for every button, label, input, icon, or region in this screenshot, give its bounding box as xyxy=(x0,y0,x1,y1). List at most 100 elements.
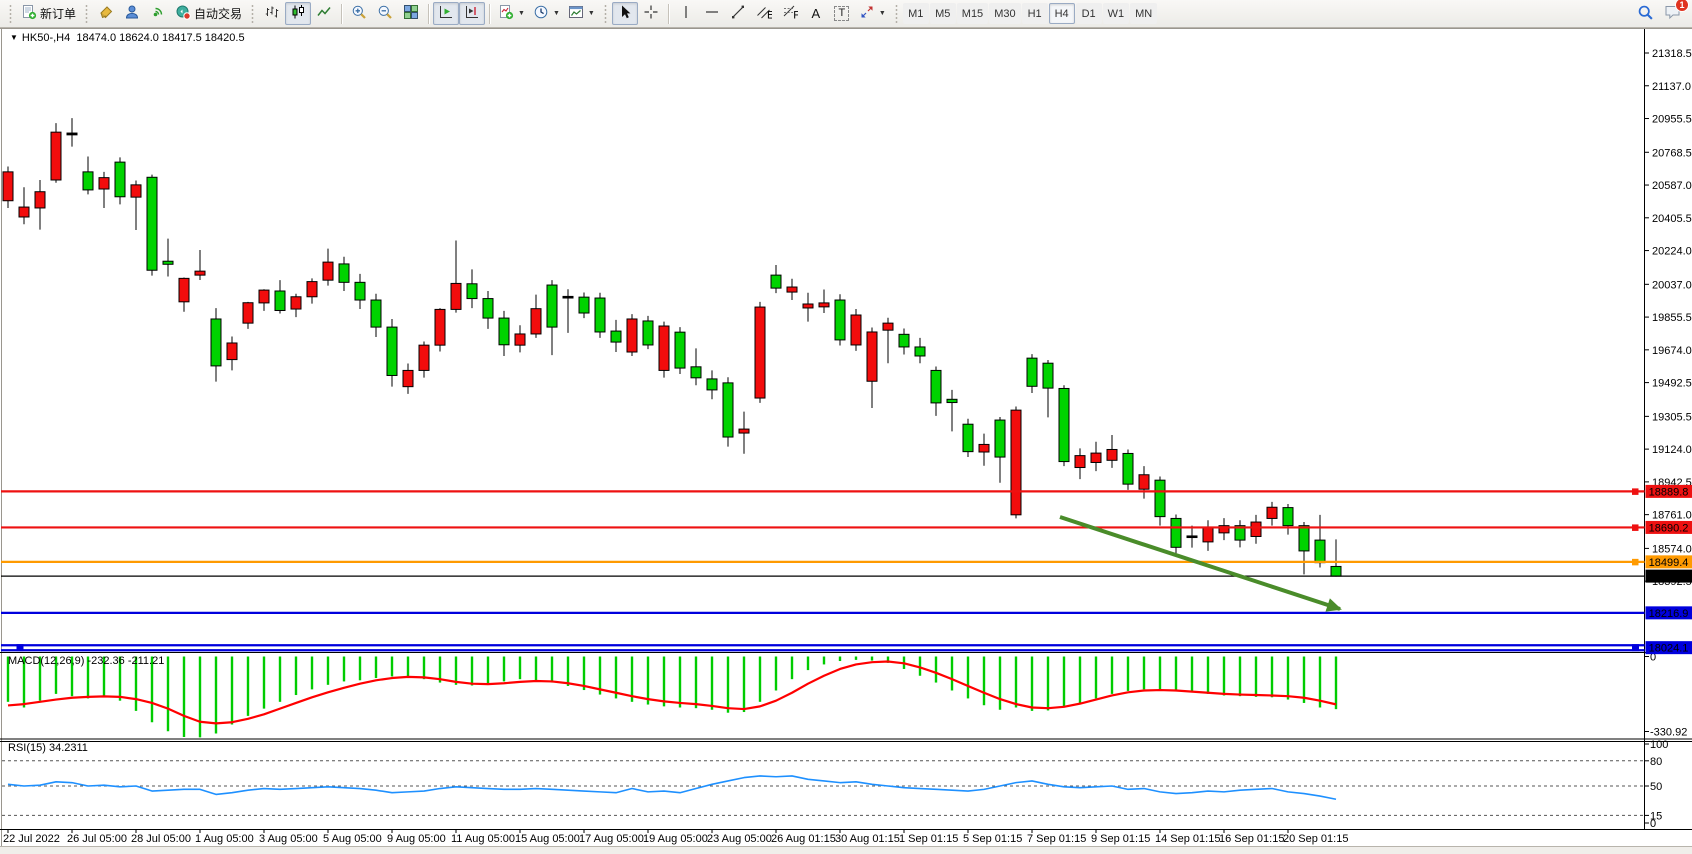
indicators-add-icon xyxy=(498,4,514,23)
channel-tool-button[interactable]: E xyxy=(751,2,777,25)
toolbar-grip[interactable] xyxy=(893,3,899,24)
candlestick-mode-button[interactable] xyxy=(285,2,312,25)
candle-body xyxy=(594,297,606,333)
auto-scroll-button[interactable] xyxy=(433,2,460,25)
horizontal-line-tool-button[interactable] xyxy=(699,2,725,25)
price-axis-tick-label: 20955.5 xyxy=(1652,114,1692,126)
price-flag xyxy=(1645,520,1692,534)
time-axis-label: 26 Aug 01:15 xyxy=(771,833,836,845)
line-chart-mode-button[interactable] xyxy=(311,2,337,25)
templates-button[interactable]: ▼ xyxy=(564,2,599,25)
styler-button[interactable] xyxy=(93,2,119,25)
zoom-out-button[interactable] xyxy=(372,2,398,25)
time-axis-label: 11 Aug 05:00 xyxy=(451,833,515,845)
text-tool-button[interactable]: A xyxy=(803,2,829,25)
timeframe-button-M5[interactable]: M5 xyxy=(929,3,956,24)
timeframe-button-M30[interactable]: M30 xyxy=(989,3,1021,24)
hline-selection-handle[interactable] xyxy=(1632,644,1639,652)
price-flag-label: 18024.1 xyxy=(1649,643,1689,655)
indicators-button[interactable]: ▼ xyxy=(494,2,529,25)
candle-body xyxy=(1330,565,1342,577)
macd-axis-tick-label: -330.92 xyxy=(1650,727,1687,739)
timeframe-button-D1[interactable]: D1 xyxy=(1075,3,1102,24)
new-order-button[interactable]: 新订单 xyxy=(17,2,80,25)
candle-body xyxy=(914,346,926,357)
zoom-in-button[interactable] xyxy=(346,2,372,25)
chart-shift-icon xyxy=(464,4,480,23)
zoom-in-icon xyxy=(351,4,367,23)
price-axis-tick-label: 20037.0 xyxy=(1652,279,1692,291)
toolbar-grip[interactable] xyxy=(602,3,608,24)
candle-body xyxy=(226,342,238,361)
hline-selection-handle[interactable] xyxy=(16,644,24,652)
time-axis-label: 16 Sep 01:15 xyxy=(1219,833,1284,845)
candle-body xyxy=(450,282,462,310)
tile-windows-button[interactable] xyxy=(398,2,424,25)
candle-body xyxy=(386,326,398,376)
price-axis-tick-label: 19855.5 xyxy=(1652,312,1692,324)
candle-body xyxy=(290,296,302,310)
toolbar-grip[interactable] xyxy=(84,3,90,24)
candle-body xyxy=(850,314,862,346)
toolbar-grip[interactable] xyxy=(250,3,256,24)
time-axis-label: 17 Aug 05:00 xyxy=(579,833,644,845)
candle-body xyxy=(1026,357,1038,387)
timeframe-button-H1[interactable]: H1 xyxy=(1021,3,1048,24)
candle-body xyxy=(802,303,814,309)
candle-body xyxy=(1154,479,1166,518)
toolbar-grip[interactable] xyxy=(8,3,13,24)
timeframe-button-MN[interactable]: MN xyxy=(1130,3,1158,24)
candle-body xyxy=(50,131,62,181)
price-axis-tick-label: 20405.5 xyxy=(1652,213,1692,225)
candle-body xyxy=(1138,474,1150,490)
cursor-tool-button[interactable] xyxy=(611,2,638,25)
clock-icon xyxy=(533,4,549,23)
price-flag xyxy=(1645,569,1692,583)
candle-body xyxy=(530,308,542,335)
notifications-button[interactable]: 1 xyxy=(1664,0,1689,25)
candle-body xyxy=(786,286,798,293)
timeframe-button-H4[interactable]: H4 xyxy=(1048,3,1075,24)
arrows-tool-button[interactable]: ▼ xyxy=(855,2,890,25)
time-axis-label: 7 Sep 01:15 xyxy=(1027,833,1086,845)
toolbar-right-group: 1 xyxy=(1632,0,1689,25)
candle-body xyxy=(1218,525,1230,534)
search-button[interactable] xyxy=(1632,2,1658,25)
candle-body xyxy=(834,299,846,341)
timeframe-button-M15[interactable]: M15 xyxy=(956,3,989,24)
profile-icon xyxy=(124,4,140,23)
macd-axis-tick-label: 0 xyxy=(1650,652,1656,664)
trend-arrow-object[interactable] xyxy=(1059,515,1342,612)
timeframe-button-W1[interactable]: W1 xyxy=(1102,3,1130,24)
dropdown-caret: ▼ xyxy=(878,10,886,17)
auto-trading-button[interactable]: 自动交易 xyxy=(171,2,246,25)
trendline-icon xyxy=(730,4,746,23)
chart-canvas[interactable] xyxy=(0,28,1692,846)
svg-text:E: E xyxy=(767,10,772,21)
trendline-tool-button[interactable] xyxy=(725,2,751,25)
rsi-axis-tick-label: 50 xyxy=(1650,781,1662,793)
candle-body xyxy=(898,333,910,348)
dropdown-caret: ▼ xyxy=(552,10,560,17)
candle-body xyxy=(690,366,702,379)
candle-body xyxy=(658,325,670,371)
bar-chart-mode-button[interactable] xyxy=(259,2,285,25)
profile-button[interactable] xyxy=(119,2,145,25)
time-axis-label: 26 Jul 05:00 xyxy=(67,833,127,845)
timeframe-button-M1[interactable]: M1 xyxy=(902,3,929,24)
periods-button[interactable]: ▼ xyxy=(529,2,564,25)
price-flag xyxy=(1645,641,1692,655)
price-axis-tick-label: 21318.5 xyxy=(1652,48,1692,60)
template-icon xyxy=(568,4,584,23)
candle-body xyxy=(274,290,286,311)
crosshair-tool-button[interactable] xyxy=(638,2,664,25)
time-axis-label: 3 Aug 05:00 xyxy=(259,833,318,845)
vertical-line-tool-button[interactable] xyxy=(673,2,699,25)
candle-body xyxy=(514,333,526,346)
candle-body xyxy=(354,281,366,301)
symbol-collapse-icon[interactable]: ▼ xyxy=(10,33,18,42)
signal-button[interactable] xyxy=(145,2,171,25)
text-label-tool-button[interactable]: T xyxy=(829,2,855,25)
chart-shift-button[interactable] xyxy=(459,2,486,25)
fibonacci-tool-button[interactable]: F xyxy=(777,2,803,25)
